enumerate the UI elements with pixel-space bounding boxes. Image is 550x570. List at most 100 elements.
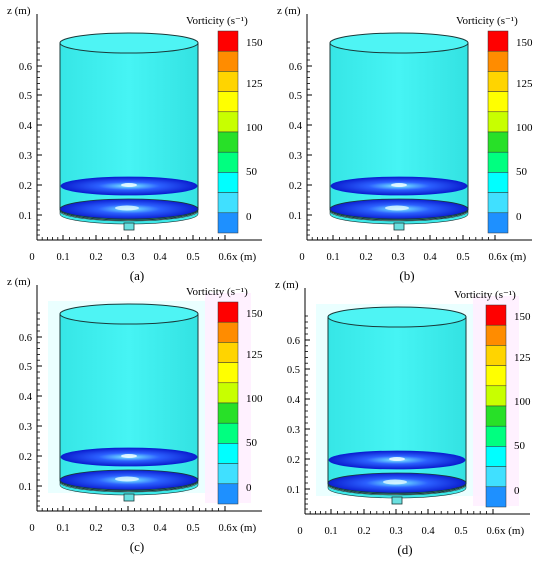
colorbar-segment xyxy=(487,131,509,153)
x-tick-label: 0.3 xyxy=(389,526,402,537)
colorbar-title: Vorticity (s⁻¹) xyxy=(186,286,248,298)
x-tick-label: 0.5 xyxy=(186,523,199,534)
colorbar-segment xyxy=(487,111,509,133)
z-tick-label: 0.5 xyxy=(19,91,32,102)
z-tick-label: 0.6 xyxy=(19,333,32,344)
tank-body xyxy=(329,42,469,221)
colorbar-segment xyxy=(217,342,239,363)
z-tick-label: 0.5 xyxy=(289,91,302,102)
z-tick-label: 0.6 xyxy=(287,336,300,347)
colorbar-segment xyxy=(217,111,239,133)
colorbar-segment xyxy=(487,50,509,72)
x-axis-label: x (m) xyxy=(232,522,256,534)
z-tick-label: 0.5 xyxy=(19,362,32,373)
colorbar-label: 150 xyxy=(516,37,533,49)
z-tick-label: 0.6 xyxy=(289,62,302,73)
tank-top-rim xyxy=(59,303,199,325)
colorbar-segment xyxy=(217,172,239,193)
colorbar xyxy=(487,30,509,234)
colorbar-segment xyxy=(217,131,239,153)
z-tick-label: 0.1 xyxy=(19,211,32,222)
z-tick-label: 0.1 xyxy=(19,482,32,493)
colorbar-segment xyxy=(217,382,239,404)
z-tick-label: 0.3 xyxy=(19,422,32,433)
x-tick-label: 0.2 xyxy=(89,252,102,263)
colorbar-segment xyxy=(217,321,239,343)
x-tick-label: 0.2 xyxy=(357,526,370,537)
colorbar-segment xyxy=(485,486,507,508)
x-tick-label: 0.6 xyxy=(218,252,231,263)
z-tick-label: 0.5 xyxy=(287,365,300,376)
colorbar-label: 125 xyxy=(514,352,531,364)
tank-body xyxy=(59,313,199,492)
x-tick-label: 0.2 xyxy=(359,252,372,263)
colorbar-segment xyxy=(217,402,239,424)
colorbar-segment xyxy=(217,463,239,485)
colorbar-segment xyxy=(217,50,239,72)
bottom-disk-core xyxy=(115,205,139,211)
z-tick-label: 0.6 xyxy=(19,62,32,73)
panel-caption: (b) xyxy=(399,268,414,283)
colorbar-label: 125 xyxy=(246,349,263,361)
colorbar-segment xyxy=(487,30,509,52)
panel-b: z (m) 0.1 0.2 0.3 0.4 0.5 0.6 0 0.1 0.2 0.3 0.4 0.5 0… xyxy=(277,5,533,283)
z-tick-label: 0.2 xyxy=(289,181,302,192)
colorbar-label: 0 xyxy=(516,211,522,223)
z-tick-label: 0.4 xyxy=(289,121,303,132)
colorbar-label: 100 xyxy=(514,396,531,408)
colorbar-segment xyxy=(217,30,239,52)
tank-top-rim xyxy=(327,306,467,328)
x-tick-label: 0.3 xyxy=(121,252,134,263)
x-tick-label: 0.5 xyxy=(456,252,469,263)
x-tick-label: 0.2 xyxy=(89,523,102,534)
tank-base-band xyxy=(59,210,199,225)
colorbar-segment xyxy=(487,91,509,113)
panel-caption: (a) xyxy=(130,268,144,283)
x-tick-label: 0 xyxy=(29,252,34,263)
colorbar-label: 50 xyxy=(246,166,258,178)
x-axis-label: x (m) xyxy=(502,251,526,263)
z-axis-label: z (m) xyxy=(7,276,31,288)
tank-body xyxy=(327,316,467,495)
colorbar-segment xyxy=(217,483,239,505)
colorbar-label: 100 xyxy=(246,393,263,405)
colorbar-segment xyxy=(485,365,507,387)
colorbar-label: 50 xyxy=(246,437,258,449)
x-tick-label: 0.1 xyxy=(56,523,69,534)
panel-d: z (m) 0.1 0.2 0.3 0.4 0.5 0.6 0 0.1 0.2 0.3 0.4 0.5 0… xyxy=(275,279,531,557)
colorbar-segment xyxy=(217,443,239,464)
panel-c: z (m) 0.1 0.2 0.3 0.4 0.5 0.6 0 0.1 0.2 0.3 0.4 0.5 0… xyxy=(7,276,263,554)
colorbar-segment xyxy=(487,212,509,234)
z-tick-label: 0.1 xyxy=(287,485,300,496)
tank-base-band xyxy=(327,484,467,499)
colorbar-segment xyxy=(485,446,507,467)
z-tick-label: 0.4 xyxy=(19,392,33,403)
colorbar-label: 100 xyxy=(516,122,533,134)
x-tick-label: 0.6 xyxy=(488,252,501,263)
x-tick-label: 0.4 xyxy=(153,523,167,534)
x-tick-label: 0.5 xyxy=(186,252,199,263)
colorbar-segment xyxy=(485,385,507,407)
colorbar-label: 0 xyxy=(246,211,252,223)
x-tick-label: 0.4 xyxy=(421,526,435,537)
bottom-disk-core xyxy=(385,205,409,211)
x-axis-label: x (m) xyxy=(232,251,256,263)
panel-caption: (c) xyxy=(130,539,144,554)
tank-top-rim xyxy=(329,32,469,54)
colorbar-title: Vorticity (s⁻¹) xyxy=(456,15,518,27)
colorbar-segment xyxy=(485,466,507,488)
colorbar xyxy=(217,301,239,505)
tank-top-rim xyxy=(59,32,199,54)
colorbar-title: Vorticity (s⁻¹) xyxy=(186,15,248,27)
x-tick-label: 0.1 xyxy=(324,526,337,537)
z-tick-label: 0.2 xyxy=(287,455,300,466)
colorbar-segment xyxy=(487,151,509,173)
upper-disk-core xyxy=(121,454,137,458)
z-tick-label: 0.3 xyxy=(19,151,32,162)
colorbar-segment xyxy=(217,212,239,234)
colorbar-segment xyxy=(487,172,509,193)
colorbar-title: Vorticity (s⁻¹) xyxy=(454,289,516,301)
x-tick-label: 0.1 xyxy=(56,252,69,263)
x-tick-label: 0.6 xyxy=(486,526,499,537)
colorbar-segment xyxy=(217,71,239,92)
